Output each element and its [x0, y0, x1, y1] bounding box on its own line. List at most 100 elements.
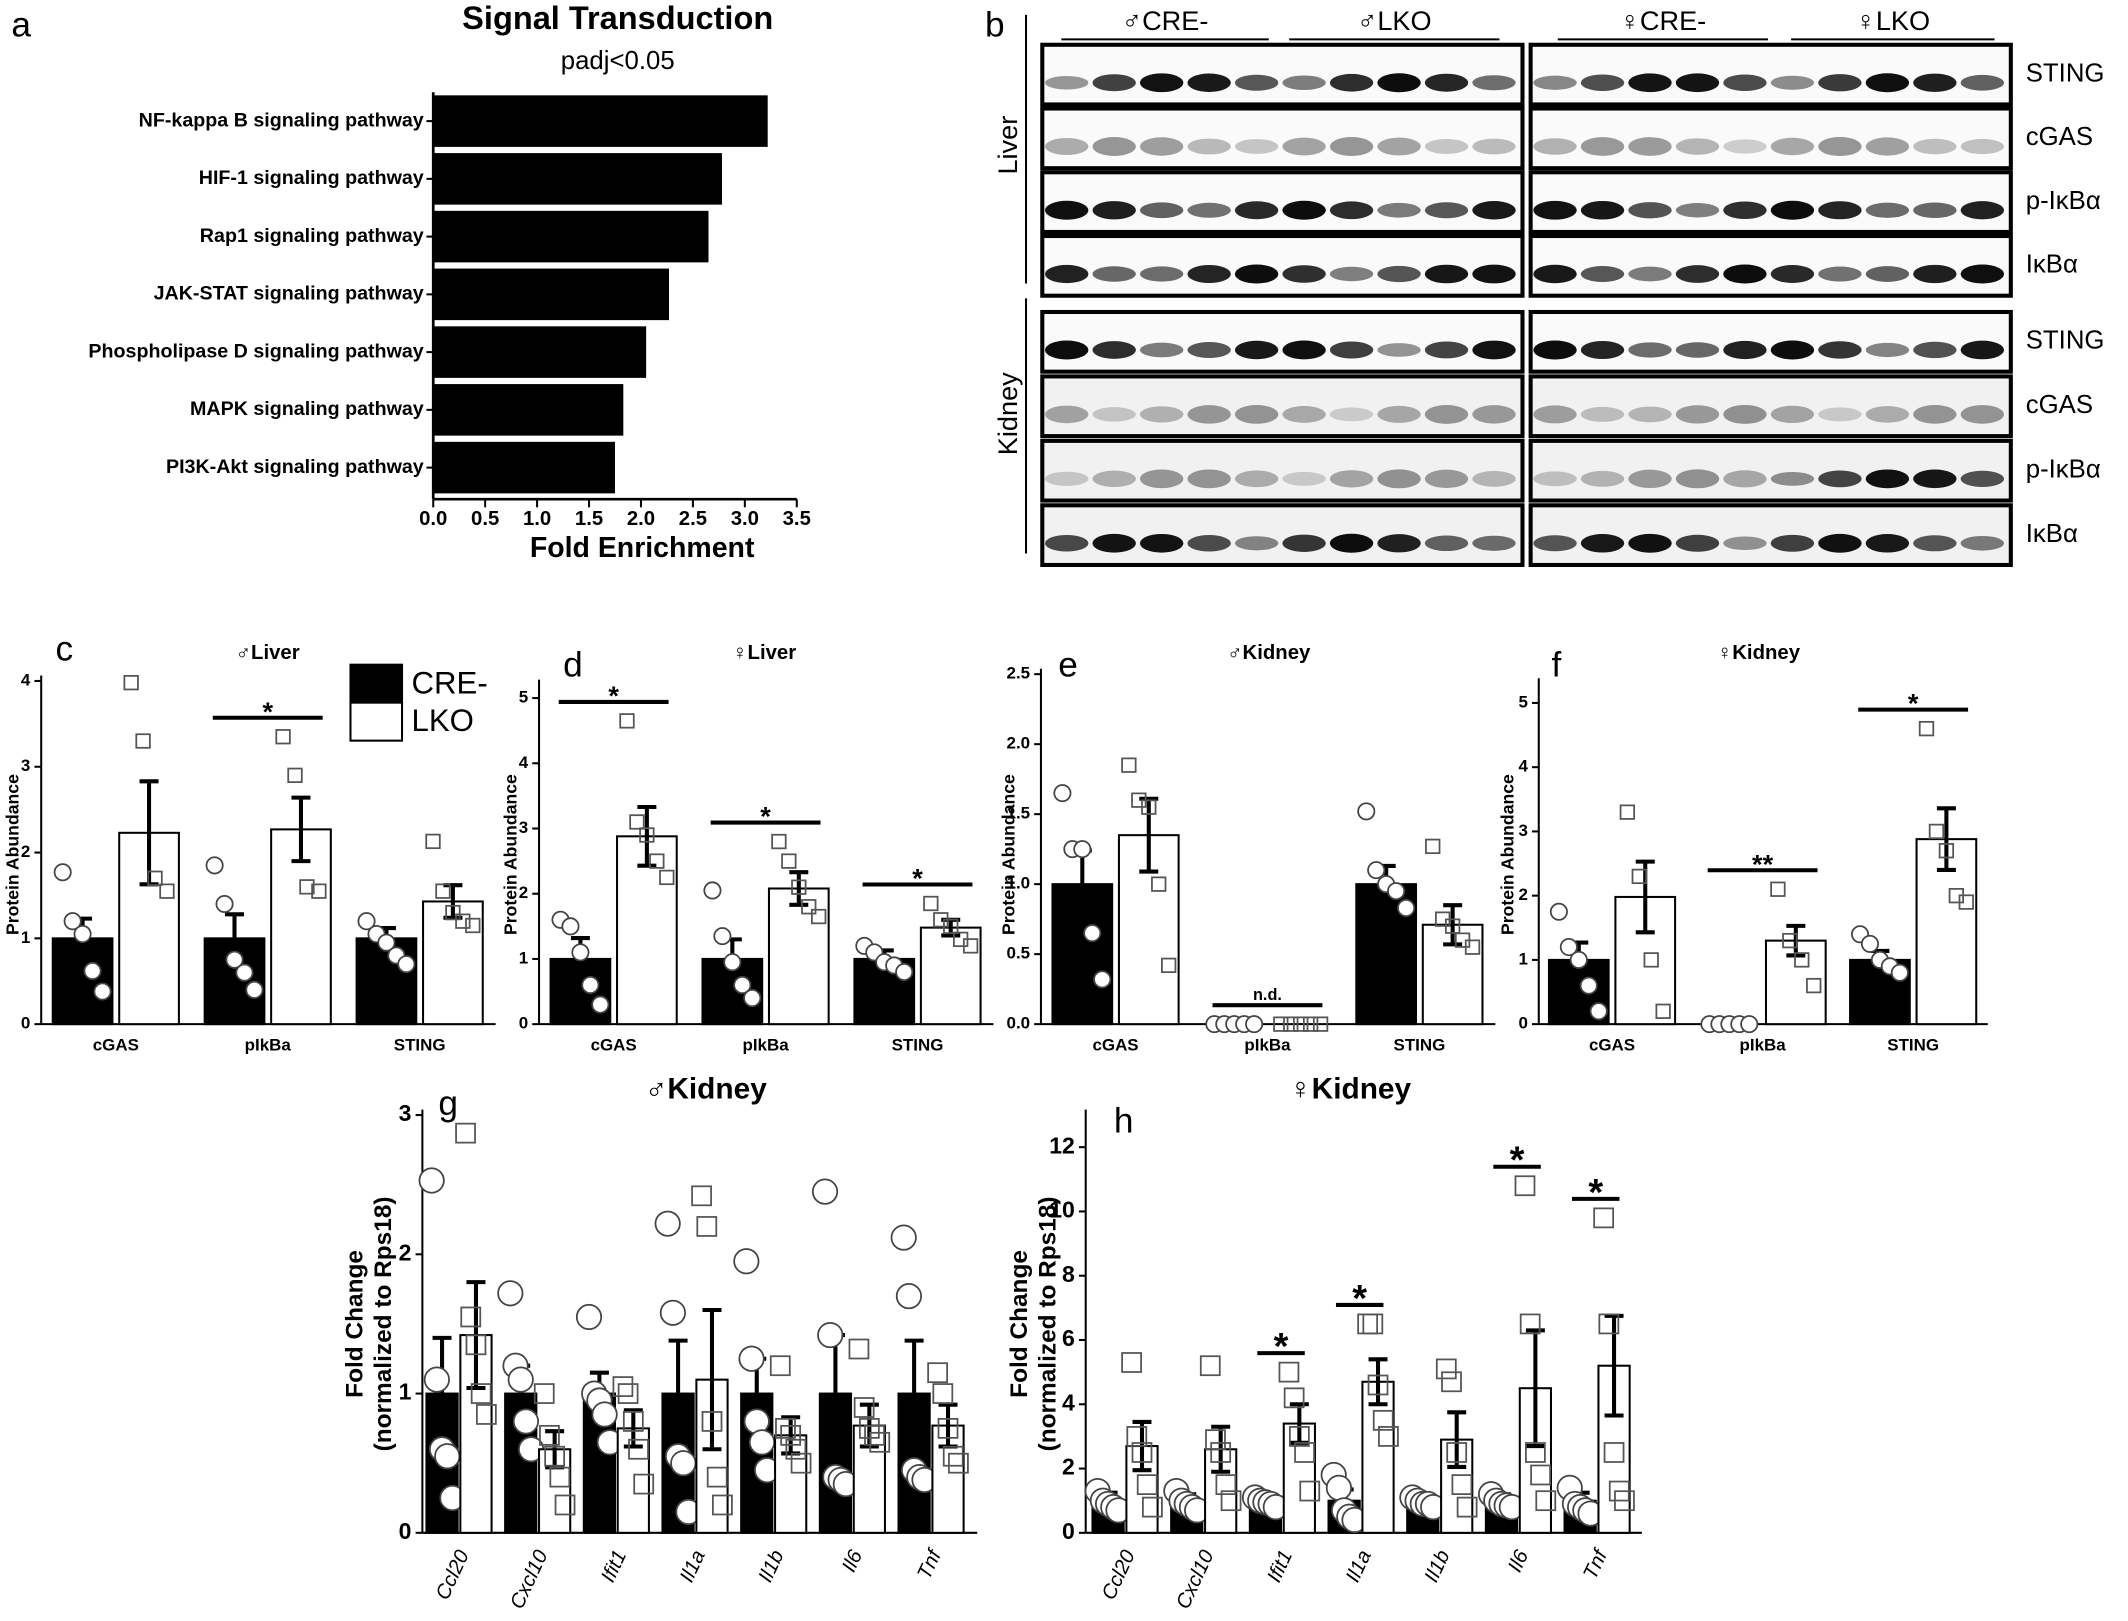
blot-band — [1580, 137, 1625, 156]
data-point — [497, 1280, 524, 1307]
data-point — [612, 1376, 634, 1397]
blot-band — [1092, 137, 1136, 156]
data-point — [701, 1411, 723, 1432]
x-tick-label: 3.0 — [731, 508, 759, 530]
data-point — [1362, 1313, 1384, 1335]
blot-band — [1282, 534, 1326, 552]
x-tick-label: STING — [892, 1035, 944, 1054]
blot-band — [1282, 75, 1326, 91]
group-label: ♀CRE- — [1620, 5, 1707, 36]
blot-band — [1045, 75, 1089, 90]
blot-band — [1913, 73, 1957, 92]
x-tick-label: Ccl20 — [432, 1546, 474, 1603]
data-point — [571, 943, 590, 962]
data-point — [858, 1418, 880, 1439]
blot-band — [1960, 470, 2005, 487]
data-point — [465, 1334, 487, 1356]
data-point — [723, 953, 742, 972]
data-point — [425, 833, 441, 850]
blot-band — [1377, 343, 1421, 357]
data-point — [554, 1494, 576, 1516]
blot-band — [1770, 137, 1815, 156]
data-point — [1299, 1480, 1321, 1502]
blot-band — [1329, 407, 1374, 422]
y-axis-label: (normalized to Rps18) — [370, 1196, 397, 1451]
data-point — [622, 1411, 644, 1432]
blot-band — [1723, 201, 1767, 220]
data-point — [895, 1282, 922, 1310]
y-tick-label: JAK-STAT signaling pathway — [154, 283, 424, 305]
blot-band — [1424, 535, 1469, 552]
blot-band — [1770, 534, 1815, 552]
x-tick-label: pIkBa — [1244, 1035, 1291, 1054]
blot-band — [1533, 200, 1577, 220]
data-point — [1378, 1426, 1399, 1447]
error-bar — [637, 804, 657, 868]
data-point — [1782, 932, 1798, 949]
blot-band — [1628, 342, 1672, 358]
data-point — [1325, 1474, 1353, 1501]
significance-label: n.d. — [1253, 986, 1282, 1004]
data-point — [659, 1299, 686, 1326]
data-point — [943, 918, 959, 934]
y-tick-label: NF-kappa B signaling pathway — [139, 109, 424, 131]
x-tick-label: Il6 — [1504, 1546, 1533, 1575]
data-point — [706, 1466, 728, 1488]
x-axis-label: Fold Enrichment — [530, 532, 755, 564]
y-tick-label: 0 — [519, 1014, 528, 1033]
data-point — [1372, 1409, 1394, 1431]
data-point — [470, 1383, 492, 1404]
y-axis-label: Protein Abundance — [998, 774, 1018, 935]
blot-band — [1675, 469, 1720, 489]
error-bar — [1368, 1357, 1388, 1407]
y-tick-label: HIF-1 signaling pathway — [199, 167, 424, 189]
data-point — [418, 1167, 445, 1194]
blot-band — [1960, 405, 2005, 424]
blot-band — [1865, 266, 1910, 282]
y-tick-label: 1 — [1518, 949, 1527, 968]
significance-label: * — [1908, 688, 1919, 719]
data-point — [205, 856, 224, 875]
blot-band — [1865, 406, 1910, 423]
blot-band — [1187, 73, 1231, 92]
bar — [433, 153, 722, 205]
data-point — [1367, 1374, 1389, 1396]
group-label: ♂LKO — [1357, 5, 1432, 36]
bar — [767, 887, 830, 1026]
data-point — [617, 1383, 639, 1404]
blot-band — [1580, 406, 1625, 422]
protein-label: p-IκBα — [2026, 187, 2101, 215]
blot-membrane — [1040, 374, 1525, 439]
blot-band — [1282, 340, 1326, 360]
blot-band — [1723, 139, 1767, 154]
data-point — [591, 1401, 618, 1428]
blot-band — [1723, 470, 1767, 488]
data-point — [1441, 1371, 1462, 1393]
blot-band — [1818, 201, 1862, 220]
blot-band — [1960, 264, 2005, 284]
blot-band — [1329, 533, 1374, 553]
data-point — [434, 1443, 461, 1470]
data-point — [377, 933, 396, 952]
data-point — [780, 1424, 802, 1446]
significance-label: * — [262, 696, 273, 727]
data-point — [561, 917, 580, 936]
blot-band — [1187, 405, 1231, 424]
data-point — [932, 1383, 954, 1404]
blot-band — [1472, 340, 1516, 360]
data-point — [1525, 1442, 1546, 1463]
blot-band — [1865, 137, 1910, 156]
blot-band — [1234, 74, 1279, 91]
significance-label: * — [760, 801, 771, 832]
significance-label: * — [1352, 1278, 1367, 1320]
data-point — [801, 899, 817, 915]
blot-band — [1628, 137, 1672, 156]
chart-subtitle: padj<0.05 — [561, 47, 675, 75]
x-tick-label: Ifit1 — [597, 1547, 631, 1586]
blot-band — [1818, 74, 1862, 92]
blot-band — [1865, 342, 1910, 358]
data-point — [507, 1366, 534, 1393]
data-point — [135, 733, 151, 749]
data-point — [1142, 1496, 1163, 1518]
chart-title: ♀Kidney — [1717, 642, 1801, 664]
